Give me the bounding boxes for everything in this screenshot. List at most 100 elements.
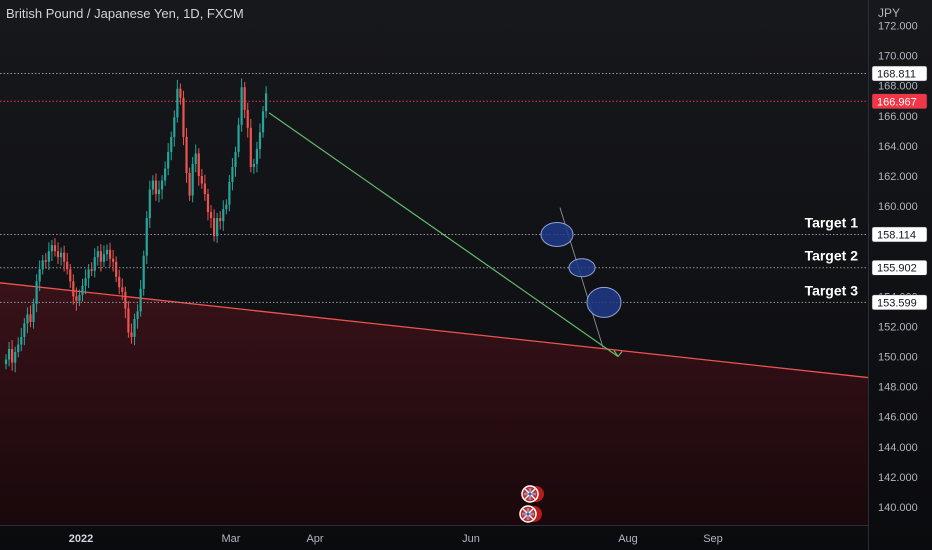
target-label-target-3: Target 3: [805, 282, 859, 298]
candle: [237, 117, 240, 158]
y-tick-label: 168.000: [878, 81, 918, 93]
candle: [246, 102, 249, 138]
candle-body: [151, 180, 154, 190]
x-tick-label: Sep: [703, 533, 723, 545]
candle-body: [231, 166, 234, 183]
candle: [203, 174, 206, 201]
price-label-high: 168.811: [877, 69, 916, 81]
y-tick-label: 142.000: [878, 472, 918, 484]
candle: [173, 110, 176, 147]
candle: [136, 304, 139, 329]
candle: [124, 286, 127, 319]
y-tick-label: 150.000: [878, 352, 918, 364]
trendline-zone: [0, 282, 868, 525]
candle: [185, 128, 188, 183]
candle-body: [108, 249, 112, 259]
candle: [26, 307, 29, 334]
candle-body: [124, 291, 127, 309]
candle: [44, 253, 47, 269]
candle: [56, 242, 60, 265]
candle: [69, 264, 72, 289]
candle-body: [105, 249, 109, 255]
candle-body: [240, 87, 243, 125]
candle-body: [90, 269, 93, 271]
candle: [151, 175, 154, 195]
candle-body: [66, 261, 69, 270]
candle-body: [81, 285, 84, 295]
candle: [53, 238, 57, 257]
gbp-flag-badge-2[interactable]: [519, 505, 542, 523]
price-labels: 168.811 158.114 155.902 153.599 166.967: [871, 65, 928, 311]
candle-body: [47, 251, 50, 262]
target-labels: Target 1 Target 2 Target 3: [805, 214, 859, 298]
candle-body: [41, 260, 44, 270]
candle: [47, 242, 50, 271]
candle-body: [11, 348, 14, 363]
y-tick-label: 162.000: [878, 171, 918, 183]
gbp-flag-badge-1[interactable]: [521, 485, 544, 503]
y-tick-label: 152.000: [878, 321, 918, 333]
candle: [17, 337, 20, 358]
candle: [182, 90, 185, 146]
candle: [99, 244, 102, 272]
candle-body: [121, 287, 124, 292]
candle-body: [255, 148, 259, 164]
candle-body: [75, 296, 78, 301]
candle-body: [53, 245, 57, 252]
candle: [154, 173, 158, 201]
candle-body: [127, 308, 130, 333]
candle-body: [44, 260, 47, 262]
x-tick-label: Aug: [618, 533, 638, 545]
candle-body: [167, 151, 170, 169]
price-unit: JPY: [878, 6, 901, 20]
candle: [41, 254, 44, 275]
candle: [118, 269, 121, 295]
candle: [63, 245, 66, 272]
candle-body: [176, 88, 179, 118]
target-label-target-1: Target 1: [805, 214, 859, 230]
candle-body: [56, 251, 60, 258]
candle-body: [130, 332, 133, 337]
candle: [252, 158, 255, 174]
x-axis-ticks: 2022 Mar Apr Jun Aug Sep: [69, 533, 723, 545]
target-circle-2: [568, 258, 596, 278]
y-tick-label: 144.000: [878, 442, 918, 454]
candle: [29, 305, 32, 328]
candle-body: [78, 294, 81, 301]
candle-body: [234, 151, 237, 167]
x-tick-label: 2022: [69, 533, 93, 545]
candle-body: [173, 117, 176, 137]
candle-body: [222, 209, 225, 222]
candle: [194, 144, 197, 173]
candle: [139, 279, 142, 317]
y-tick-label: 172.000: [878, 21, 918, 33]
candle-body: [7, 348, 11, 360]
x-tick-label: Mar: [222, 533, 241, 545]
candle: [225, 199, 228, 215]
candle-body: [243, 87, 246, 110]
candle-body: [148, 189, 151, 219]
candle-body: [96, 251, 99, 258]
candle: [108, 242, 112, 268]
price-label-current: 166.967: [877, 96, 917, 108]
candle: [75, 287, 78, 311]
candle: [87, 264, 90, 289]
candle-body: [29, 314, 32, 322]
price-label-current-box: [871, 93, 928, 110]
candle: [11, 340, 14, 371]
price-label-target-3: 153.599: [877, 297, 917, 309]
candle: [115, 256, 118, 283]
candle-body: [191, 163, 194, 196]
price-label-target-2-box: [871, 259, 928, 276]
y-tick-label: 164.000: [878, 141, 918, 153]
candle-body: [258, 132, 262, 149]
candles: [4, 78, 268, 373]
candle-body: [102, 254, 106, 262]
candle: [96, 245, 99, 266]
candle-body: [50, 245, 53, 252]
price-label-target-2: 155.902: [877, 263, 917, 275]
candle-body: [246, 109, 249, 128]
price-label-target-1-box: [871, 226, 928, 243]
x-tick-label: Jun: [462, 533, 480, 545]
